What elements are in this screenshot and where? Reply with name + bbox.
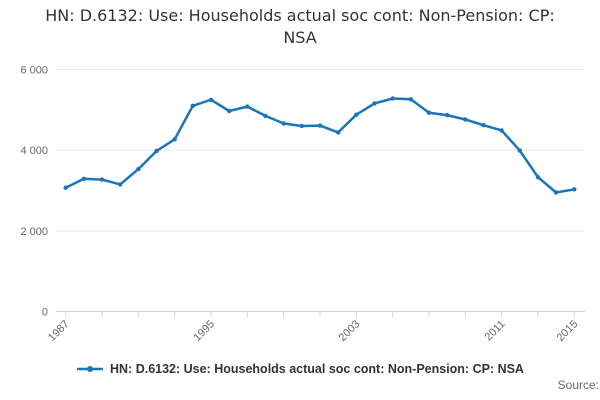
x-tick-label: 2015 <box>555 318 581 344</box>
data-point-marker <box>118 182 123 187</box>
data-point-marker <box>517 148 522 153</box>
data-point-marker <box>354 112 359 117</box>
data-point-marker <box>154 148 159 154</box>
x-tick-label: 2011 <box>483 318 508 343</box>
series-legend-icon <box>77 366 104 372</box>
data-point-marker <box>499 128 504 133</box>
data-point-marker <box>372 101 377 106</box>
source-label: Source: <box>557 378 599 392</box>
x-tick-label: 1995 <box>191 318 217 344</box>
legend-icon-marker <box>87 366 94 372</box>
data-point-marker <box>572 187 577 192</box>
y-tick-label: 2 000 <box>20 226 48 238</box>
data-point-marker <box>172 137 177 142</box>
x-tick-label: 1987 <box>46 318 72 344</box>
data-point-marker <box>227 108 232 114</box>
data-point-marker <box>63 185 68 190</box>
data-point-marker <box>81 176 87 181</box>
line-chart: 0 2 000 4 000 6 000 1987 1995 2003 2011 2015 <box>20 65 585 344</box>
data-point-marker <box>208 97 214 103</box>
x-tick-label: 2003 <box>337 318 363 344</box>
y-tick-label: 6 000 <box>20 65 48 77</box>
data-point-marker <box>281 121 286 126</box>
data-point-marker <box>299 123 304 129</box>
data-point-marker <box>390 96 395 101</box>
data-point-marker <box>336 130 341 135</box>
legend: HN: D.6132: Use: Households actual soc c… <box>0 362 600 376</box>
data-point-marker <box>190 103 195 109</box>
y-tick-label: 0 <box>42 307 48 319</box>
data-point-marker <box>535 175 541 180</box>
data-point-marker <box>317 123 323 128</box>
data-point-marker <box>99 177 105 182</box>
data-point-marker <box>408 97 413 102</box>
data-point-marker <box>245 104 250 109</box>
data-point-marker <box>444 112 450 118</box>
y-tick-label: 4 000 <box>20 145 48 157</box>
series-line <box>64 97 576 194</box>
data-point-marker <box>553 190 559 195</box>
chart-title-row: HN: D.6132: Use: Households actual soc c… <box>0 5 600 49</box>
data-point-marker <box>263 113 268 119</box>
data-point-marker <box>463 117 468 122</box>
data-point-marker <box>426 110 432 115</box>
chart-title: HN: D.6132: Use: Households actual soc c… <box>45 6 555 48</box>
data-point-marker <box>481 123 486 128</box>
data-point-marker <box>136 166 141 172</box>
legend-item-label: HN: D.6132: Use: Households actual soc c… <box>110 362 524 376</box>
legend-item-series[interactable]: HN: D.6132: Use: Households actual soc c… <box>76 362 524 376</box>
